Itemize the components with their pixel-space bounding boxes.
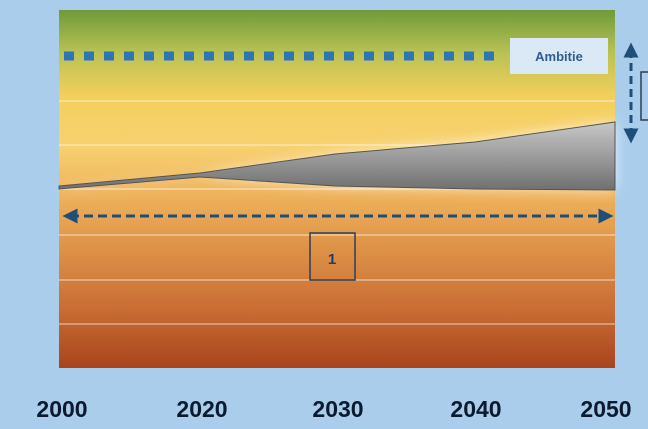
projection-band [58,121,616,191]
year-label-2000: 2000 [36,396,88,422]
grid-lines [59,100,615,325]
right-marker-box [640,71,648,121]
ambition-label-box [510,38,608,74]
ambition-label: Ambitie [535,49,583,64]
year-label-2020: 2020 [176,396,228,422]
year-label-2030: 2030 [312,396,364,422]
marker-box-label: 1 [328,251,336,268]
year-label-2040: 2040 [450,396,502,422]
year-label-2050: 2050 [580,396,632,422]
marker-box [309,232,356,281]
